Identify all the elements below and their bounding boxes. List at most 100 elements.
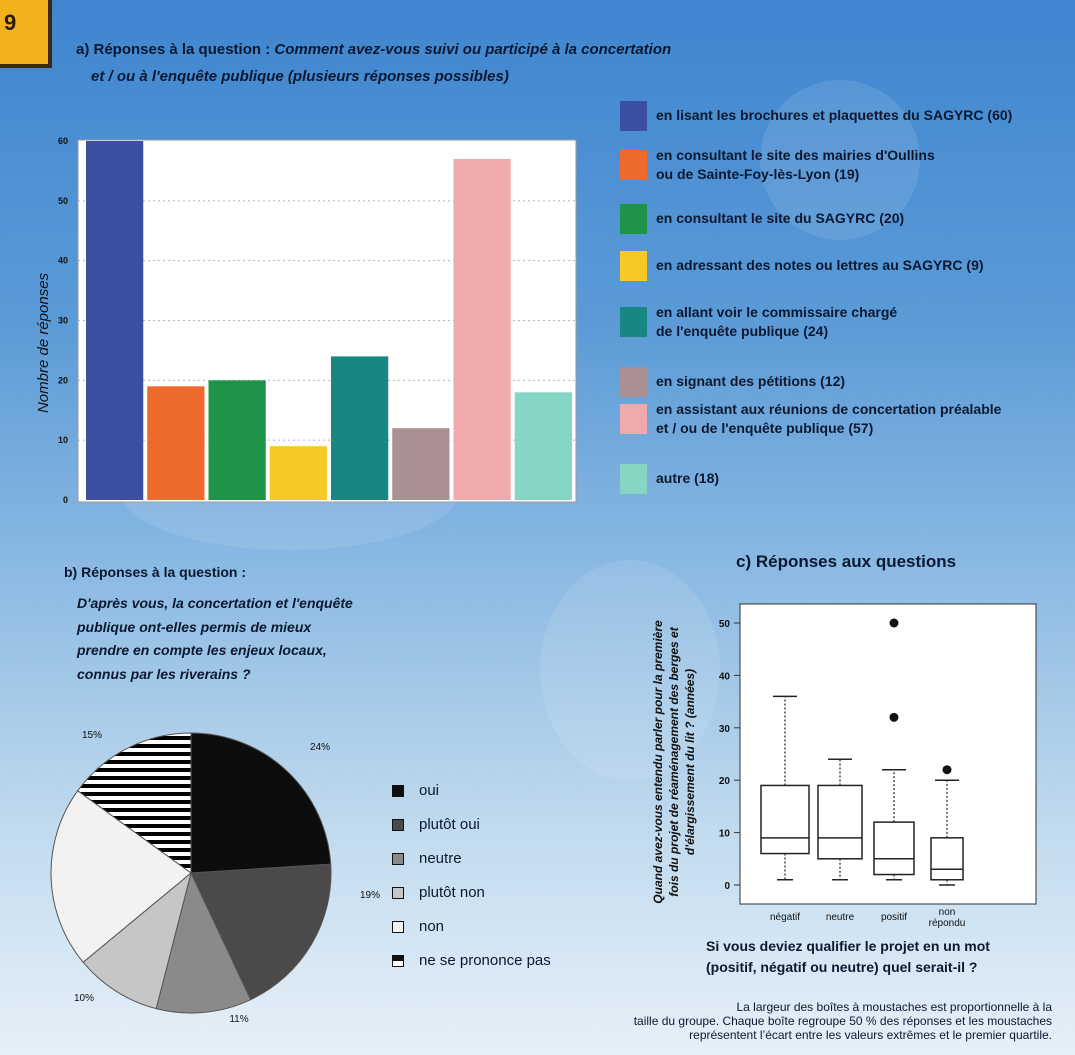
pie-slice	[50, 790, 192, 963]
boxplot-note-line: représentent l’écart entre les valeurs e…	[689, 1028, 1052, 1042]
x-tick-label: négatif	[770, 912, 800, 923]
boxplot-note-line: La largeur des boîtes à moustaches est p…	[736, 1000, 1052, 1014]
legend-label: en signant des pétitions (12)	[656, 372, 1075, 391]
legend-swatch	[620, 307, 647, 337]
boxplot-chart: 0 10 20 30 40 50 négatif neutre positif nonrépond…	[651, 603, 1037, 929]
y-tick-label: 50	[58, 196, 68, 206]
box	[817, 784, 863, 860]
pie-legend-swatch	[392, 785, 404, 797]
pie-value-label: 19%	[360, 890, 380, 901]
pie-slice	[190, 732, 332, 874]
watermark-splash	[760, 80, 920, 240]
legend-label-line: en allant voir le commissaire chargé	[656, 304, 898, 320]
page-number: 9	[0, 0, 52, 68]
pie-chart: 24% 19% 11% 10% 15%	[50, 730, 380, 1025]
y-axis-label-line: Quand avez-vous entendu parler pour la p…	[651, 620, 665, 904]
box	[930, 837, 964, 881]
legend-swatch	[620, 101, 647, 131]
y-axis-label-line: fois du projet de réaménagement des berg…	[667, 626, 681, 896]
y-tick-label: 50	[719, 619, 731, 630]
pie-legend-swatch	[392, 887, 404, 899]
legend-label: en allant voir le commissaire chargé de l…	[656, 303, 1075, 341]
pie-value-label: 24%	[310, 742, 330, 753]
section-a-prefix: a) Réponses à la question :	[76, 41, 275, 58]
legend-swatch	[620, 204, 647, 234]
legend-label: en assistant aux réunions de concertatio…	[656, 400, 1075, 438]
legend-swatch	[620, 251, 647, 281]
pie-legend-label: ne se prononce pas	[419, 952, 551, 969]
bar	[147, 386, 205, 500]
pie-legend-label: neutre	[419, 850, 462, 867]
box	[760, 784, 810, 855]
pie-legend-swatch	[392, 853, 404, 865]
x-tick-label: positif	[881, 912, 907, 923]
pie-value-label: 10%	[74, 993, 94, 1004]
pie-value-label: 15%	[82, 730, 102, 741]
outlier-point	[889, 712, 899, 722]
y-tick-label: 20	[58, 375, 68, 385]
legend-label-line: en consultant le site du SAGYRC (20)	[656, 210, 905, 226]
legend-label-line: en lisant les brochures et plaquettes du…	[656, 107, 1013, 123]
pie-value-label: 11%	[229, 1014, 248, 1025]
section-a-question-line2: et / ou à l'enquête publique (plusieurs …	[91, 68, 509, 85]
pie-slice	[155, 871, 252, 1014]
y-tick-label: 40	[719, 671, 731, 682]
legend-label: en adressant des notes ou lettres au SAG…	[656, 256, 1075, 275]
section-c-question: Si vous deviez qualifier le projet en un…	[706, 936, 990, 978]
boxplot-note-line: taille du groupe. Chaque boîte regroupe …	[633, 1014, 1052, 1028]
section-c-question-line: (positif, négatif ou neutre) quel serait…	[706, 959, 978, 975]
y-tick-label: 30	[58, 316, 68, 326]
y-axis-label-line: d'élargissement du lit ? (années)	[683, 669, 697, 855]
outlier-point	[889, 618, 899, 628]
pie-legend-swatch	[392, 819, 404, 831]
pie-slice	[82, 871, 192, 1010]
legend-label-line: de l'enquête publique (24)	[656, 323, 829, 339]
section-b-question: D'après vous, la concertation et l'enquê…	[77, 592, 437, 686]
legend-label-line: en consultant le site des mairies d'Oull…	[656, 147, 935, 163]
y-axis-label: Nombre de réponses	[35, 272, 52, 413]
section-b-title: b) Réponses à la question :	[64, 564, 247, 580]
legend-label: en consultant le site des mairies d'Oull…	[656, 146, 1075, 184]
y-tick-label: 20	[719, 776, 731, 787]
legend-label-line: en adressant des notes ou lettres au SAG…	[656, 257, 984, 273]
outlier-point	[942, 765, 952, 775]
y-tick-label: 30	[719, 724, 731, 735]
pie-legend-swatch	[392, 921, 404, 933]
x-tick-label: neutre	[826, 912, 855, 923]
legend-swatch	[620, 404, 647, 434]
bar	[453, 158, 511, 500]
section-c-title: c) Réponses aux questions	[736, 552, 957, 571]
legend-label-line: autre (18)	[656, 470, 720, 486]
x-tick-label: non	[939, 907, 956, 918]
y-tick-label: 10	[58, 435, 68, 445]
legend-label: autre (18)	[656, 469, 1075, 488]
section-b-question-line: publique ont-elles permis de mieux	[77, 618, 312, 635]
y-tick-label: 40	[58, 256, 68, 266]
bar	[208, 380, 266, 500]
watermark-splash	[540, 560, 720, 780]
legend-swatch	[620, 367, 647, 397]
legend-swatch	[620, 464, 647, 494]
pie-legend-label: non	[419, 918, 445, 935]
legend-label: en lisant les brochures et plaquettes du…	[656, 106, 1075, 125]
pie-legend-label: plutôt oui	[419, 816, 480, 833]
y-tick-label: 60	[58, 136, 68, 146]
bar	[86, 141, 144, 500]
pie-legend-swatch	[392, 955, 404, 967]
section-b-question-line: D'après vous, la concertation et l'enquê…	[77, 595, 353, 611]
box	[873, 821, 915, 876]
legend-label-line: et / ou de l'enquête publique (57)	[656, 420, 874, 436]
section-a-question-line1: Comment avez-vous suivi ou participé à l…	[274, 41, 672, 58]
legend-label: en consultant le site du SAGYRC (20)	[656, 209, 1075, 228]
legend-swatch	[620, 150, 647, 180]
section-a-title: a) Réponses à la question : Comment avez…	[76, 36, 671, 90]
section-b-question-line: connus par les riverains ?	[77, 665, 251, 682]
section-b-question-line: prendre en compte les enjeux locaux,	[77, 642, 327, 658]
y-tick-label: 0	[724, 881, 730, 892]
y-tick-label: 0	[63, 495, 68, 505]
pie-slice	[190, 863, 332, 1001]
legend-label-line: en signant des pétitions (12)	[656, 373, 846, 389]
bar	[331, 356, 389, 500]
bar	[392, 428, 450, 500]
section-c-question-line: Si vous deviez qualifier le projet en un…	[706, 938, 990, 954]
